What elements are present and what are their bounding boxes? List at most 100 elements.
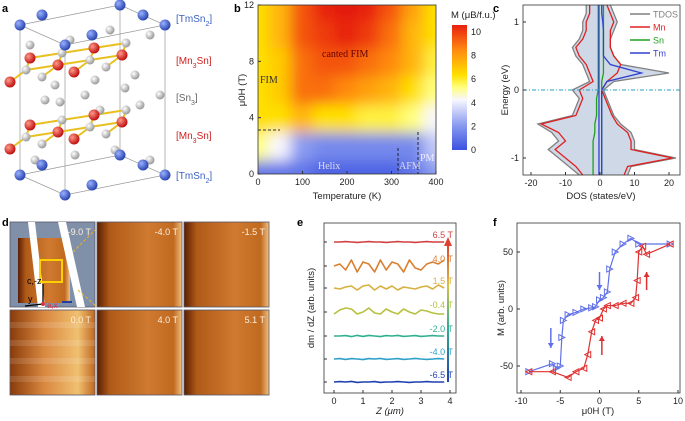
heatmap-cell <box>290 159 315 174</box>
b-y-tick-label: 4 <box>249 113 254 123</box>
data-point-ascending <box>563 373 572 382</box>
sn-atom <box>90 75 100 85</box>
heatmap-cell <box>357 5 382 20</box>
label-afm: AFM <box>399 161 421 172</box>
heatmap-cell <box>424 130 436 161</box>
profile--04T <box>333 307 445 315</box>
c-x-tick-label: 20 <box>664 178 674 188</box>
zoom-guide-line <box>72 229 96 253</box>
sn-atom <box>155 90 165 100</box>
data-point-descending <box>580 305 588 313</box>
data-point-descending <box>588 304 596 312</box>
mn-atom <box>88 42 100 54</box>
heatmap-cell <box>312 18 337 49</box>
sn-atom <box>105 25 115 35</box>
label-canted-fim: canted FIM <box>322 49 368 60</box>
e-x-tick-label: 1 <box>360 396 365 406</box>
sn-atom <box>120 83 130 93</box>
data-point-descending <box>548 359 557 368</box>
data-point-descending <box>559 316 568 325</box>
mfm-frame-5 <box>183 309 270 396</box>
field-label: -4.0 T <box>155 227 179 237</box>
scale-bar <box>62 301 72 303</box>
field-label: 4.0 T <box>158 315 179 325</box>
dos-line-tdos-down <box>536 5 591 175</box>
heatmap-cell <box>401 74 426 105</box>
e-x-tick-label: 2 <box>389 396 394 406</box>
sweep-arrowhead <box>547 343 554 348</box>
colorbar-tick-label: 0 <box>471 145 476 155</box>
colorbar-tick-label: 2 <box>471 121 476 131</box>
data-point-descending <box>558 333 566 342</box>
f-x-tick-label: 0 <box>597 396 602 406</box>
mn-atom <box>68 66 80 78</box>
data-point-descending <box>596 296 604 304</box>
heatmap-cell <box>379 102 404 133</box>
dos-line-tdos-up <box>602 5 677 175</box>
b-y-tick-label: 8 <box>249 56 254 66</box>
sn-atom <box>21 132 31 142</box>
heatmap-cell <box>335 18 359 49</box>
layer-label: [Mn3Sn] <box>176 56 212 70</box>
heatmap-cell <box>357 74 382 105</box>
f-y-tick-label: 50 <box>503 247 513 257</box>
data-point-ascending <box>642 250 651 259</box>
data-point-ascending <box>548 367 556 376</box>
heatmap-cell <box>335 159 359 174</box>
mfm-frame-2 <box>183 221 270 308</box>
sn-atom <box>40 95 50 105</box>
f-y-tick-label: -50 <box>500 361 513 371</box>
b-y-tick-label: 0 <box>249 169 254 179</box>
heatmap-cell <box>312 159 337 174</box>
data-point-descending <box>572 308 581 317</box>
heatmap-cell <box>268 130 293 161</box>
sweep-arrowhead <box>598 336 605 341</box>
tdos-fill-up <box>600 5 676 175</box>
mn-atom <box>116 116 128 128</box>
c-x-tick-label: -10 <box>559 178 572 188</box>
sn-atom <box>25 40 35 50</box>
heatmap-cell <box>424 159 436 174</box>
c-y-tick-label: 1 <box>514 17 519 27</box>
panel-label-d: d <box>2 217 9 229</box>
data-point-ascending <box>599 305 607 313</box>
tm-atom <box>36 9 48 21</box>
data-point-ascending <box>611 301 619 310</box>
tm-atom <box>159 19 171 31</box>
sn-atom <box>21 65 31 75</box>
axis-label-cz: c,-z <box>27 276 42 286</box>
heatmap-cell <box>290 18 315 49</box>
layer-label: [Mn3Sn] <box>176 131 212 145</box>
data-point-ascending <box>591 316 600 325</box>
mfm-frame-3 <box>9 309 96 396</box>
sn-atom <box>50 80 60 90</box>
layer-label: [Sn3] <box>176 93 198 107</box>
heatmap-cell <box>312 130 337 161</box>
stripe-domain <box>10 322 95 328</box>
heatmap-cell <box>258 74 270 105</box>
sn-atom <box>135 100 145 110</box>
data-point-ascending <box>666 240 674 248</box>
panel-label-b: b <box>234 3 241 15</box>
mn-atom <box>88 109 100 121</box>
heatmap-cell <box>268 159 293 174</box>
data-point-ascending <box>603 301 611 310</box>
c-x-tick-label: 10 <box>629 178 639 188</box>
mn-atom <box>24 119 36 131</box>
colorbar-tick-label: 4 <box>471 98 476 108</box>
tm-atom <box>114 0 126 11</box>
heatmap-cell <box>268 18 293 49</box>
sn-atom <box>85 122 95 132</box>
profile-label: 6.5 T <box>433 230 454 240</box>
c-x-axis-label: DOS (states/eV) <box>566 191 635 202</box>
sweep-arrowhead <box>643 272 650 277</box>
dm-dz-profiles: 6.5 T4.0 T1.5 T-0.4 T-2.0 T-4.0 T-6.5 T … <box>306 222 457 417</box>
profile--20T <box>334 334 445 338</box>
heatmap-cell <box>401 5 426 20</box>
heatmap-cell <box>258 159 270 174</box>
data-point-descending <box>564 310 573 319</box>
heatmap-cell <box>424 102 436 133</box>
data-point-ascending <box>618 299 627 308</box>
